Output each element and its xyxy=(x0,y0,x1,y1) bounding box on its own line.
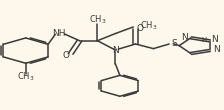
Text: N: N xyxy=(112,46,119,55)
Text: S: S xyxy=(171,39,177,48)
Text: CH$_3$: CH$_3$ xyxy=(89,13,106,26)
Text: N: N xyxy=(213,45,220,54)
Text: O: O xyxy=(136,24,143,33)
Text: CH$_3$: CH$_3$ xyxy=(140,20,157,32)
Text: NH: NH xyxy=(53,28,66,38)
Text: CH$_3$: CH$_3$ xyxy=(17,71,34,83)
Text: N: N xyxy=(211,35,218,44)
Text: H: H xyxy=(201,37,207,43)
Text: N: N xyxy=(181,33,188,42)
Text: O: O xyxy=(62,51,69,60)
